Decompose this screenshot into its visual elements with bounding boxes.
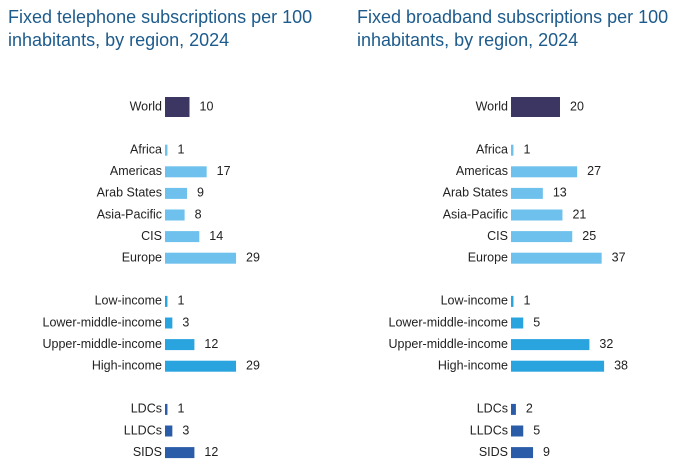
value-label: 1	[523, 294, 530, 308]
value-label: 1	[177, 142, 184, 156]
value-label: 20	[570, 99, 584, 113]
category-label: LLDCs	[470, 423, 508, 437]
category-label: LDCs	[131, 402, 162, 416]
category-label: World	[130, 99, 162, 113]
value-label: 10	[200, 99, 214, 113]
bar	[165, 360, 237, 372]
bar	[511, 360, 605, 372]
value-label: 8	[195, 207, 202, 221]
bar	[511, 447, 534, 459]
bar	[511, 339, 590, 351]
category-label: Lower-middle-income	[389, 315, 509, 329]
bar	[165, 339, 195, 351]
category-label: World	[476, 99, 508, 113]
category-label: CIS	[141, 229, 162, 243]
bar	[511, 144, 514, 156]
category-label: Americas	[456, 164, 508, 178]
category-label: Lower-middle-income	[43, 315, 163, 329]
value-label: 5	[533, 315, 540, 329]
bar	[511, 231, 573, 243]
bar	[511, 317, 524, 329]
category-label: SIDS	[479, 445, 508, 459]
bar	[165, 231, 200, 243]
value-label: 38	[614, 358, 628, 372]
bar	[511, 425, 524, 437]
value-label: 29	[246, 250, 260, 264]
value-label: 1	[523, 142, 530, 156]
category-label: Asia-Pacific	[97, 207, 162, 221]
value-label: 1	[177, 402, 184, 416]
bar	[165, 252, 237, 264]
value-label: 1	[177, 294, 184, 308]
bar	[511, 209, 563, 221]
value-label: 37	[612, 250, 626, 264]
bar	[511, 166, 578, 178]
category-label: Upper-middle-income	[43, 337, 163, 351]
category-label: Low-income	[441, 294, 508, 308]
value-label: 29	[246, 358, 260, 372]
chart-title: Fixed broadband subscriptions per 100 in…	[357, 7, 669, 50]
value-label: 9	[543, 445, 550, 459]
bar	[165, 144, 168, 156]
category-label: Low-income	[95, 294, 162, 308]
bar	[165, 97, 190, 117]
category-label: Europe	[122, 250, 162, 264]
value-label: 9	[197, 186, 204, 200]
category-label: LDCs	[477, 402, 508, 416]
category-label: Upper-middle-income	[389, 337, 509, 351]
bar	[511, 252, 602, 264]
value-label: 13	[553, 186, 567, 200]
category-label: CIS	[487, 229, 508, 243]
bar	[165, 317, 173, 329]
bar	[165, 403, 168, 415]
value-label: 14	[209, 229, 223, 243]
value-label: 12	[204, 445, 218, 459]
category-label: LLDCs	[124, 423, 162, 437]
bar	[165, 425, 173, 437]
bar	[165, 209, 185, 221]
category-label: Arab States	[443, 186, 508, 200]
bar	[165, 166, 207, 178]
category-label: Africa	[476, 142, 508, 156]
category-label: High-income	[92, 358, 162, 372]
category-label: Arab States	[97, 186, 162, 200]
value-label: 25	[582, 229, 596, 243]
value-label: 32	[599, 337, 613, 351]
bar	[165, 447, 195, 459]
category-label: High-income	[438, 358, 508, 372]
bar	[511, 403, 516, 415]
value-label: 3	[182, 423, 189, 437]
value-label: 2	[526, 402, 533, 416]
category-label: Africa	[130, 142, 162, 156]
bar	[165, 187, 188, 199]
category-label: Americas	[110, 164, 162, 178]
bar	[165, 295, 168, 307]
category-label: SIDS	[133, 445, 162, 459]
value-label: 17	[217, 164, 231, 178]
value-label: 21	[572, 207, 586, 221]
category-label: Asia-Pacific	[443, 207, 508, 221]
bar	[511, 97, 560, 117]
bar	[511, 295, 514, 307]
value-label: 5	[533, 423, 540, 437]
value-label: 3	[182, 315, 189, 329]
bar	[511, 187, 543, 199]
chart-title: Fixed telephone subscriptions per 100 in…	[8, 7, 313, 50]
category-label: Europe	[468, 250, 508, 264]
value-label: 12	[204, 337, 218, 351]
value-label: 27	[587, 164, 601, 178]
